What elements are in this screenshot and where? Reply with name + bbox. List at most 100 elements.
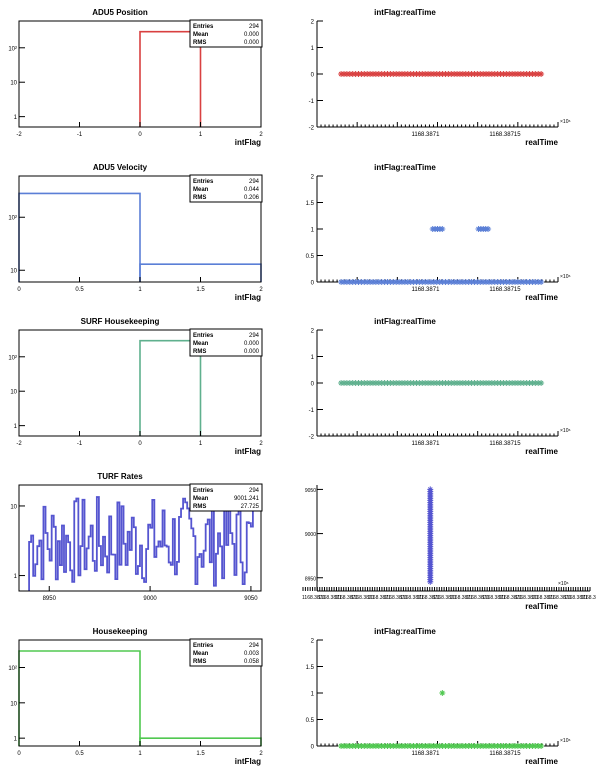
x-tick-label: 1 (138, 751, 142, 757)
x-tick-label: 1168.3871 (368, 595, 391, 601)
histogram-bin (18, 192, 141, 282)
data-point (538, 743, 545, 749)
data-point (439, 690, 446, 696)
x-exponent-label: ×10⁶ (560, 274, 571, 280)
stats-value-rms: 0.000 (244, 40, 260, 46)
x-tick-label: 1168.3871 (482, 595, 505, 601)
x-tick-label: 0.5 (75, 287, 84, 293)
x-tick-label: 1168.3871 (532, 595, 555, 601)
y-tick-label: 2 (311, 20, 315, 26)
x-tick-label: 1168.3871 (581, 595, 596, 601)
scatter-title: intFlag:realTime (374, 627, 436, 636)
stats-box (189, 638, 263, 667)
stats-label-rms: RMS (193, 504, 206, 510)
x-tick-label: 1168.3871 (351, 595, 374, 601)
x-tick-label: 1168.38715 (489, 751, 521, 757)
x-tick-label: 0.5 (75, 751, 84, 757)
x-tick-label: 1.5 (196, 751, 205, 757)
y-tick-label: 1 (311, 355, 315, 361)
x-axis-label: intFlag (235, 757, 261, 766)
y-tick-label: 10² (8, 666, 17, 672)
y-tick-label: 0.5 (306, 254, 315, 260)
x-tick-label: 1168.3871 (450, 595, 473, 601)
stats-label-rms: RMS (193, 659, 206, 665)
x-tick-label: 1 (199, 132, 203, 138)
y-tick-label: 10 (10, 81, 17, 87)
x-tick-label: 1 (138, 287, 142, 293)
y-tick-label: 2 (311, 639, 315, 645)
data-point (427, 578, 434, 585)
x-tick-label: 1168.3871 (411, 287, 440, 293)
stats-label-mean: Mean (193, 651, 209, 657)
stats-value-rms: 0.058 (244, 659, 260, 665)
x-axis-label: realTime (525, 138, 558, 147)
data-point (538, 279, 545, 285)
y-tick-label: 0 (311, 382, 315, 388)
x-tick-label: 1168.3871 (411, 751, 440, 757)
histogram-title: ADU5 Velocity (93, 163, 148, 172)
x-tick-label: 1168.3871 (417, 595, 440, 601)
y-tick-label: 0 (311, 745, 315, 751)
x-exponent-label: ×10⁶ (558, 581, 569, 587)
y-tick-label: 1 (14, 737, 18, 743)
x-tick-label: -2 (16, 441, 22, 447)
y-tick-label: 10² (8, 355, 17, 361)
x-axis-label: intFlag (235, 138, 261, 147)
stats-label-entries: Entries (193, 24, 214, 30)
x-tick-label: 1168.3871 (318, 595, 341, 601)
stats-value-entries: 294 (249, 179, 260, 185)
y-tick-label: -1 (309, 408, 315, 414)
stats-box (189, 174, 263, 203)
scatter-panel-5: intFlag:realTime 2 1 0 -1 -2 1168.3871 1168.387… (309, 317, 571, 456)
y-tick-label: 10 (10, 701, 17, 707)
scatter-panel-1: intFlag:realTime 2 1 0 -1 -2 1168.3871 1168.387… (309, 8, 571, 147)
stats-label-mean: Mean (193, 341, 209, 347)
y-tick-label: 9000 (305, 532, 316, 538)
stats-box (189, 19, 263, 48)
x-tick-label: 1168.3871 (411, 441, 440, 447)
x-exponent-label: ×10⁶ (560, 119, 571, 125)
stats-label-entries: Entries (193, 179, 214, 185)
histogram-bin (28, 495, 255, 591)
x-tick-label: 0 (138, 132, 142, 138)
y-tick-label: 1.5 (306, 665, 315, 671)
stats-box (189, 483, 263, 512)
stats-value-entries: 294 (249, 333, 260, 339)
y-tick-label: -2 (309, 126, 315, 132)
stats-label-rms: RMS (193, 40, 206, 46)
scatter-panel-9: intFlag:realTime 2 1.5 1 0.5 0 1168.3871 1168.3… (306, 627, 571, 766)
stats-value-rms: 27.725 (241, 504, 260, 510)
x-tick-label: 9000 (143, 596, 157, 602)
y-tick-label: 9050 (305, 488, 316, 494)
y-tick-label: 10² (8, 46, 17, 52)
x-tick-label: 1.5 (196, 287, 205, 293)
x-axis-label: intFlag (235, 447, 261, 456)
stats-label-rms: RMS (193, 195, 206, 201)
x-exponent-label: ×10⁶ (560, 738, 571, 744)
histogram-bin (139, 30, 202, 127)
x-tick-label: 9050 (244, 596, 258, 602)
scatter-title: intFlag:realTime (374, 8, 436, 17)
x-tick-label: 1168.3871 (564, 595, 587, 601)
x-axis-label: realTime (525, 293, 558, 302)
y-tick-label: -1 (309, 99, 315, 105)
stats-value-entries: 294 (249, 24, 260, 30)
y-tick-label: 10² (8, 216, 17, 222)
stats-value-entries: 294 (249, 643, 260, 649)
histogram-bin (18, 650, 141, 746)
x-tick-label: 2 (259, 441, 263, 447)
x-tick-label: 1168.3871 (433, 595, 456, 601)
stats-label-entries: Entries (193, 333, 214, 339)
stats-box (189, 328, 263, 357)
y-tick-label: 10 (10, 504, 17, 510)
data-point (538, 71, 545, 77)
x-tick-label: 1168.38715 (489, 441, 521, 447)
x-tick-label: 1168.3871 (411, 132, 440, 138)
y-tick-label: 10 (10, 269, 17, 275)
stats-label-entries: Entries (193, 488, 214, 494)
data-point (538, 380, 545, 386)
